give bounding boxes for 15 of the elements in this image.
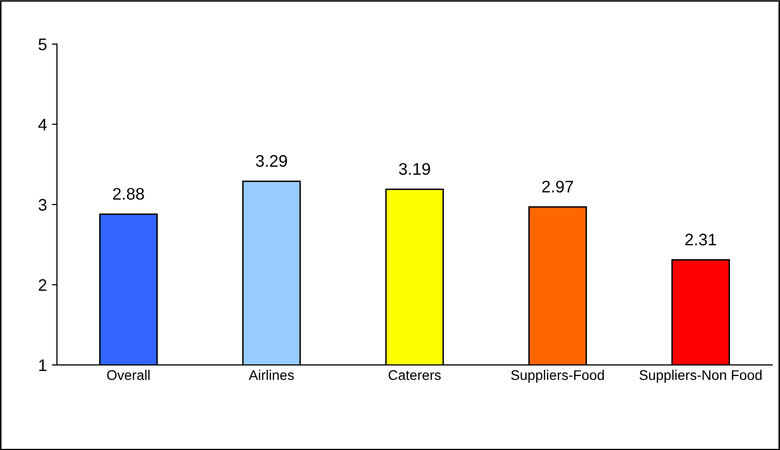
y-tick-label: 5	[38, 38, 47, 50]
y-tick-label: 2	[38, 279, 46, 291]
data-label: 2.88	[113, 188, 144, 200]
x-tick-label: Suppliers-Food	[511, 370, 604, 383]
data-label: 3.19	[398, 163, 430, 175]
data-label: 3.29	[256, 155, 287, 167]
x-tick-label: Caterers	[388, 370, 441, 380]
x-tick-label: Airlines	[248, 370, 294, 380]
x-tick-label: Suppliers-Non Food	[640, 370, 762, 383]
y-tick-label: 1	[39, 360, 46, 371]
y-tick-label: 3	[38, 198, 46, 211]
data-label: 2.31	[685, 234, 716, 246]
data-label: 2.97	[542, 180, 574, 193]
y-tick-label: 4	[38, 118, 47, 130]
x-tick-label: Overall	[107, 370, 150, 380]
